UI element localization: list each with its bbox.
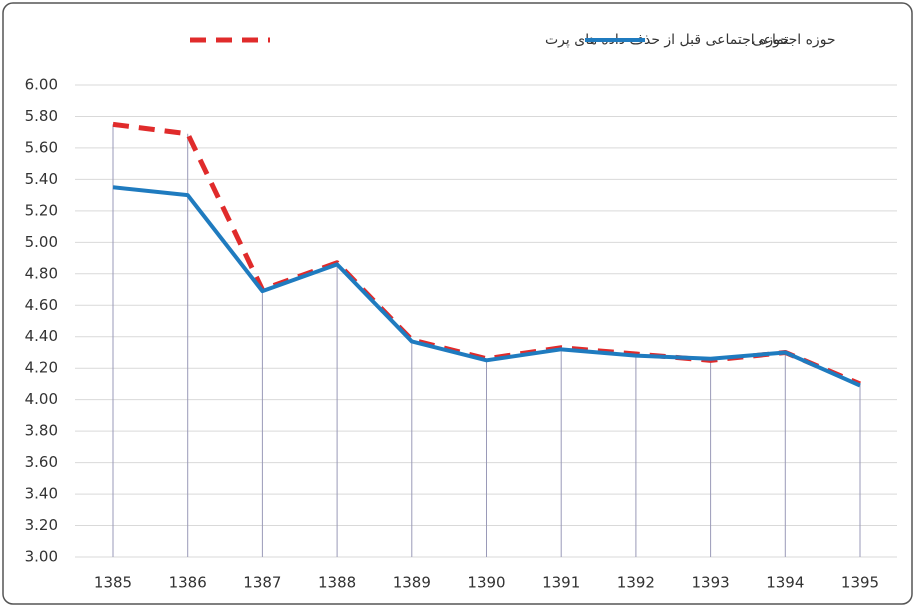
y-tick-label: 5.00 (25, 233, 58, 251)
x-tick-label: 1387 (243, 574, 281, 592)
x-tick-label: 1395 (841, 574, 879, 592)
x-tick-label: 1388 (318, 574, 356, 592)
y-tick-label: 5.40 (25, 170, 58, 188)
x-tick-label: 1394 (766, 574, 804, 592)
y-tick-label: 4.80 (25, 264, 58, 282)
y-tick-label: 3.60 (25, 453, 58, 471)
x-tick-label: 1390 (467, 574, 505, 592)
legend-label: حوزه اجتماعی (752, 32, 836, 48)
y-tick-label: 3.40 (25, 485, 58, 503)
y-tick-label: 4.20 (25, 359, 58, 377)
y-tick-label: 6.00 (25, 76, 58, 94)
y-tick-label: 3.00 (25, 548, 58, 566)
x-tick-label: 1391 (542, 574, 580, 592)
y-tick-label: 3.80 (25, 422, 58, 440)
y-tick-label: 5.80 (25, 107, 58, 125)
y-tick-label: 3.20 (25, 516, 58, 534)
y-tick-label: 4.40 (25, 327, 58, 345)
y-tick-label: 5.20 (25, 201, 58, 219)
y-tick-label: 4.00 (25, 390, 58, 408)
x-tick-label: 1386 (169, 574, 207, 592)
x-tick-label: 1385 (94, 574, 132, 592)
x-tick-label: 1392 (617, 574, 655, 592)
y-tick-label: 4.60 (25, 296, 58, 314)
legend-label: حوزه اجتماعی قبل از حذف داده های پرت (545, 32, 789, 48)
x-tick-label: 1393 (692, 574, 730, 592)
line-series (112, 185, 861, 388)
y-tick-label: 5.60 (25, 138, 58, 156)
x-tick-label: 1389 (393, 574, 431, 592)
